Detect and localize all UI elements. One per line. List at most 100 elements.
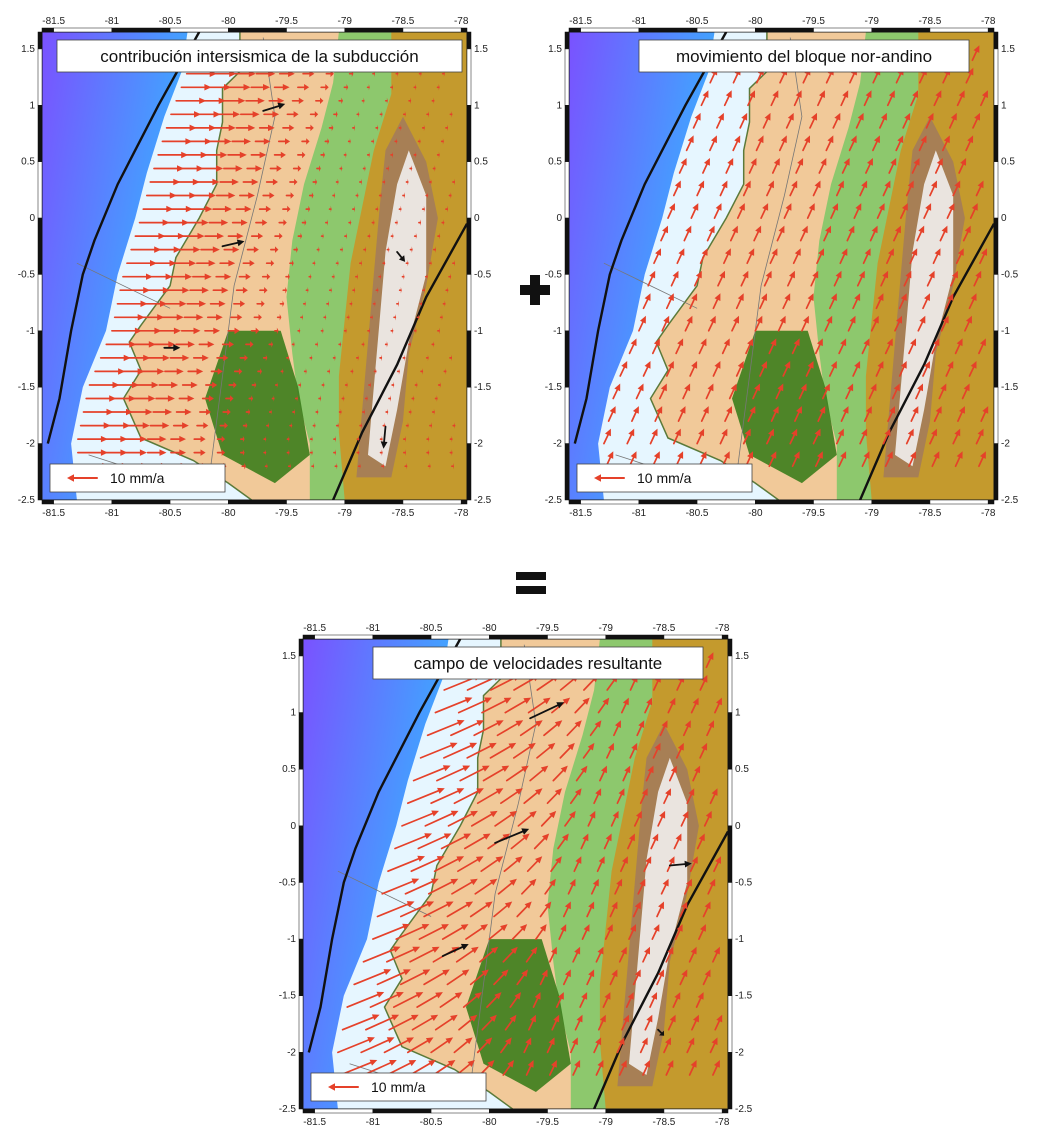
velocity-arrow [297, 232, 303, 240]
velocity-arrow [512, 742, 536, 759]
velocity-arrow [297, 151, 306, 159]
velocity-arrow [369, 992, 404, 1008]
velocity-arrow [642, 361, 651, 377]
velocity-arrow [789, 180, 798, 197]
velocity-arrow [620, 697, 629, 714]
velocity-arrow [799, 225, 808, 242]
velocity-arrow [455, 946, 479, 963]
velocity-arrow [469, 901, 493, 918]
velocity-arrow [628, 924, 636, 940]
lon-tick-label-bottom: -79.5 [275, 508, 298, 519]
lat-tick-label-right: 0.5 [735, 764, 749, 775]
velocity-arrow [706, 720, 714, 737]
velocity-arrow [665, 946, 674, 963]
velocity-arrow [769, 248, 778, 265]
velocity-arrow [691, 1014, 699, 1031]
velocity-arrow [427, 878, 459, 895]
velocity-arrow [659, 720, 668, 737]
velocity-arrow [233, 300, 246, 307]
lat-tick-label-left: -2 [26, 439, 35, 450]
velocity-arrow [457, 856, 484, 873]
lat-tick-label-right: -1 [1001, 326, 1010, 337]
velocity-arrow [451, 462, 454, 470]
velocity-arrow [228, 381, 237, 389]
velocity-arrow [550, 856, 562, 873]
velocity-arrow [443, 742, 478, 759]
velocity-arrow [360, 1037, 395, 1054]
velocity-arrow [227, 327, 240, 335]
velocity-arrow [334, 462, 338, 470]
velocity-arrow [170, 449, 186, 456]
lat-tick-label-right: 1.5 [735, 651, 749, 662]
velocity-arrow [618, 946, 627, 963]
velocity-arrow [146, 449, 167, 456]
velocity-arrow [975, 428, 984, 445]
velocity-arrow [165, 287, 190, 294]
velocity-arrow [957, 406, 965, 422]
velocity-arrow [248, 395, 253, 402]
velocity-arrow [352, 124, 355, 132]
velocity-arrow [635, 383, 644, 400]
velocity-arrow [366, 84, 370, 91]
lon-tick-label-top: -78 [454, 16, 469, 27]
velocity-arrow [308, 192, 314, 199]
lon-tick-label-top: -78.5 [919, 16, 942, 27]
velocity-arrow [163, 300, 187, 307]
velocity-arrow [572, 1060, 581, 1076]
velocity-arrow [814, 451, 823, 468]
velocity-arrow [609, 901, 618, 918]
velocity-arrow [449, 354, 452, 362]
velocity-arrow [412, 765, 451, 782]
velocity-arrow [398, 287, 402, 294]
velocity-arrow [431, 408, 435, 416]
velocity-arrow [286, 111, 299, 118]
velocity-arrow [895, 135, 904, 152]
velocity-arrow [931, 338, 940, 355]
velocity-arrow [169, 354, 190, 362]
velocity-arrow [274, 381, 278, 389]
velocity-arrow [603, 428, 611, 445]
velocity-arrow [390, 327, 394, 335]
velocity-arrow [352, 287, 356, 294]
map-frame [298, 634, 733, 1114]
velocity-arrow [273, 151, 286, 159]
velocity-arrow [378, 192, 382, 199]
velocity-arrow [929, 428, 937, 445]
velocity-arrow [595, 946, 604, 963]
lat-tick-label-left: 1.5 [548, 44, 562, 55]
velocity-arrow [292, 165, 302, 172]
velocity-arrow [723, 248, 731, 265]
velocity-arrow [343, 84, 349, 91]
velocity-arrow [338, 408, 342, 416]
velocity-arrow [607, 406, 616, 422]
velocity-arrow [394, 833, 432, 850]
lat-tick-label-right: 1.5 [1001, 44, 1015, 55]
velocity-arrow [309, 449, 313, 456]
velocity-arrow [940, 315, 949, 332]
velocity-arrow [702, 901, 711, 918]
velocity-arrow [597, 697, 610, 714]
velocity-arrow [301, 219, 307, 226]
velocity-arrow [363, 246, 367, 253]
velocity-arrow [181, 381, 198, 389]
velocity-arrow [155, 395, 175, 402]
velocity-arrow [426, 435, 430, 443]
velocity-arrow [705, 652, 714, 669]
velocity-arrow [898, 361, 907, 377]
velocity-arrow [280, 368, 284, 375]
velocity-arrow [497, 878, 517, 895]
velocity-arrow [853, 203, 862, 219]
velocity-arrow [285, 273, 290, 280]
velocity-arrow [923, 203, 932, 219]
velocity-arrow [298, 381, 302, 389]
velocity-arrow [684, 878, 692, 895]
velocity-arrow [952, 180, 961, 197]
velocity-arrow [693, 270, 702, 287]
velocity-arrow [362, 946, 401, 963]
velocity-arrow [698, 924, 706, 940]
velocity-arrow [343, 327, 347, 335]
velocity-arrow [426, 449, 430, 456]
velocity-arrow [274, 327, 279, 335]
lat-tick-label-left: -1.5 [545, 382, 563, 393]
velocity-arrow [261, 273, 271, 280]
